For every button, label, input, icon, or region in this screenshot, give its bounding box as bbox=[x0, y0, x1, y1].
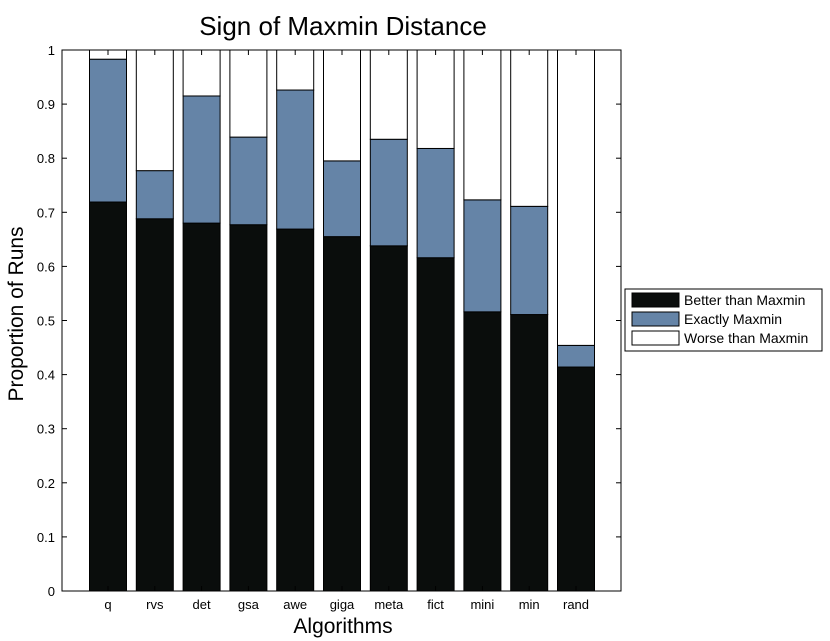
x-tick-label: awe bbox=[283, 597, 307, 612]
bar-mini-worse-than-maxmin bbox=[463, 49, 502, 201]
x-tick-label: q bbox=[104, 597, 111, 612]
ticks-group: q rvs det gsa awe giga meta fict mini min rand 0 0.1… bbox=[37, 43, 621, 612]
x-tick-label: gsa bbox=[238, 597, 260, 612]
bar-det-better-than-maxmin bbox=[182, 222, 221, 592]
legend-label: Worse than Maxmin bbox=[684, 330, 808, 346]
bar-awe-exactly-maxmin bbox=[276, 89, 315, 230]
x-tick-label: giga bbox=[330, 597, 355, 612]
bar-meta-better-than-maxmin bbox=[369, 245, 408, 592]
y-tick-label: 0.8 bbox=[37, 151, 55, 166]
bar-fict-worse-than-maxmin bbox=[416, 49, 455, 149]
bar-q-better-than-maxmin bbox=[89, 201, 127, 592]
x-tick-label: rand bbox=[563, 597, 589, 612]
x-tick-label: meta bbox=[374, 597, 404, 612]
legend-label: Exactly Maxmin bbox=[684, 311, 782, 327]
bar-det-worse-than-maxmin bbox=[182, 49, 221, 97]
bar-min-exactly-maxmin bbox=[510, 205, 549, 316]
bar-meta-worse-than-maxmin bbox=[369, 49, 408, 140]
x-tick-label: rvs bbox=[146, 597, 164, 612]
bar-giga-worse-than-maxmin bbox=[323, 49, 361, 162]
y-tick-label: 1 bbox=[48, 43, 55, 58]
legend-swatch-worse-than-maxmin bbox=[631, 330, 680, 346]
bars-group bbox=[89, 49, 595, 592]
x-axis-label: Algorithms bbox=[293, 615, 392, 638]
y-tick-label: 0.1 bbox=[37, 530, 55, 545]
x-tick-label: min bbox=[519, 597, 540, 612]
x-tick-label: det bbox=[193, 597, 211, 612]
bar-rvs-better-than-maxmin bbox=[135, 218, 174, 592]
x-tick-label: mini bbox=[470, 597, 494, 612]
bar-awe-better-than-maxmin bbox=[276, 228, 315, 592]
bar-min-better-than-maxmin bbox=[510, 314, 549, 592]
bar-q-exactly-maxmin bbox=[89, 58, 127, 203]
bar-min-worse-than-maxmin bbox=[510, 49, 549, 207]
plot-frame bbox=[61, 49, 622, 592]
bar-rvs-worse-than-maxmin bbox=[135, 49, 174, 172]
y-tick-label: 0 bbox=[48, 584, 55, 599]
bar-giga-exactly-maxmin bbox=[323, 160, 361, 238]
y-tick-label: 0.3 bbox=[37, 422, 55, 437]
bar-gsa-exactly-maxmin bbox=[229, 136, 268, 226]
bar-mini-better-than-maxmin bbox=[463, 311, 502, 592]
y-tick-label: 0.2 bbox=[37, 476, 55, 491]
legend-swatch-exactly-maxmin bbox=[631, 311, 680, 327]
bar-rand-better-than-maxmin bbox=[557, 366, 595, 592]
bar-meta-exactly-maxmin bbox=[369, 138, 408, 247]
bar-det-exactly-maxmin bbox=[182, 95, 221, 224]
chart-title: Sign of Maxmin Distance bbox=[199, 11, 487, 41]
y-tick-label: 0.5 bbox=[37, 314, 55, 329]
bar-awe-worse-than-maxmin bbox=[276, 49, 315, 91]
y-axis-label: Proportion of Runs bbox=[5, 226, 28, 401]
bar-fict-better-than-maxmin bbox=[416, 257, 455, 592]
bar-fict-exactly-maxmin bbox=[416, 147, 455, 259]
bar-rand-worse-than-maxmin bbox=[557, 49, 595, 346]
bar-rand-exactly-maxmin bbox=[557, 344, 595, 368]
y-tick-label: 0.6 bbox=[37, 259, 55, 274]
legend-label: Better than Maxmin bbox=[684, 292, 805, 308]
bar-rvs-exactly-maxmin bbox=[135, 170, 174, 220]
y-tick-label: 0.4 bbox=[37, 368, 55, 383]
bar-mini-exactly-maxmin bbox=[463, 199, 502, 313]
legend: Better than Maxmin Exactly Maxmin Worse th… bbox=[624, 288, 823, 352]
bar-gsa-worse-than-maxmin bbox=[229, 49, 268, 138]
bar-giga-better-than-maxmin bbox=[323, 236, 361, 592]
y-tick-label: 0.7 bbox=[37, 205, 55, 220]
y-tick-label: 0.9 bbox=[37, 97, 55, 112]
bar-gsa-better-than-maxmin bbox=[229, 224, 268, 592]
legend-swatch-better-than-maxmin bbox=[631, 292, 680, 308]
x-tick-label: fict bbox=[427, 597, 444, 612]
